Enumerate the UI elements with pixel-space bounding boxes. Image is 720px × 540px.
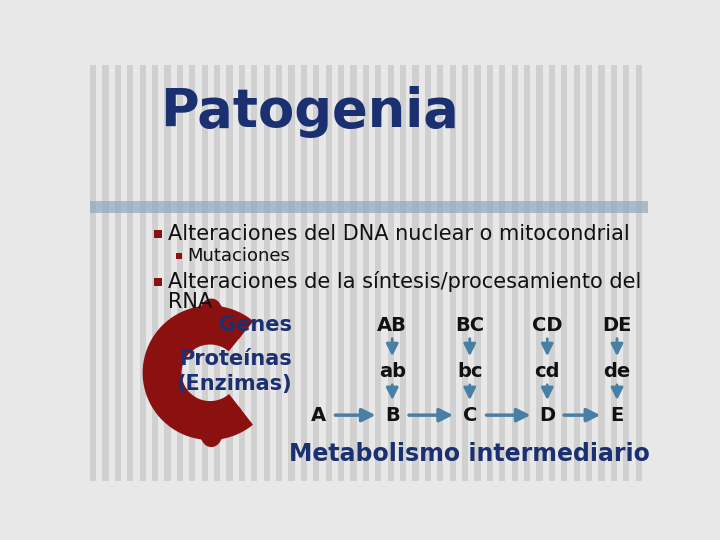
Bar	[561, 65, 567, 481]
Bar	[400, 65, 406, 481]
Bar	[487, 65, 493, 481]
Bar	[387, 65, 394, 481]
Text: bc: bc	[457, 362, 482, 381]
Text: AB: AB	[377, 315, 408, 335]
Text: Genes: Genes	[218, 315, 292, 335]
Bar	[152, 65, 158, 481]
Text: cd: cd	[534, 362, 560, 381]
Bar	[636, 65, 642, 481]
Bar	[239, 65, 245, 481]
Text: CD: CD	[532, 315, 562, 335]
Bar	[154, 231, 162, 238]
Bar	[289, 65, 294, 481]
Bar	[549, 65, 555, 481]
Bar	[276, 65, 282, 481]
Bar	[425, 65, 431, 481]
Bar	[176, 253, 182, 259]
Bar	[189, 65, 195, 481]
Text: C: C	[462, 406, 477, 424]
Bar	[611, 65, 617, 481]
Text: B: B	[385, 406, 400, 424]
Text: Proteínas
(Enzimas): Proteínas (Enzimas)	[176, 349, 292, 394]
Bar	[264, 65, 270, 481]
Bar	[375, 65, 382, 481]
Bar	[437, 65, 444, 481]
Bar	[164, 65, 171, 481]
Bar	[114, 65, 121, 481]
Bar	[338, 65, 344, 481]
Bar	[214, 65, 220, 481]
Bar	[251, 65, 258, 481]
Text: Metabolismo intermediario: Metabolismo intermediario	[289, 442, 650, 465]
Bar	[474, 65, 481, 481]
Text: BC: BC	[455, 315, 485, 335]
Text: D: D	[539, 406, 555, 424]
Bar	[413, 65, 418, 481]
Text: A: A	[311, 406, 326, 424]
Bar	[325, 65, 332, 481]
Text: RNA: RNA	[168, 292, 212, 312]
Text: Alteraciones del DNA nuclear o mitocondrial: Alteraciones del DNA nuclear o mitocondr…	[168, 224, 629, 244]
Bar	[524, 65, 530, 481]
Bar	[648, 65, 654, 481]
Bar	[536, 65, 543, 481]
Text: Alteraciones de la síntesis/procesamiento del: Alteraciones de la síntesis/procesamient…	[168, 272, 641, 293]
Bar	[499, 65, 505, 481]
Bar	[586, 65, 593, 481]
Text: Mutaciones: Mutaciones	[187, 247, 289, 265]
Bar	[351, 65, 356, 481]
Bar	[154, 278, 162, 286]
Bar	[127, 65, 133, 481]
Text: Patogenia: Patogenia	[160, 86, 459, 138]
Bar	[102, 65, 109, 481]
Bar	[363, 65, 369, 481]
Bar	[226, 65, 233, 481]
Bar	[512, 65, 518, 481]
Bar	[449, 65, 456, 481]
Bar	[313, 65, 320, 481]
Text: de: de	[603, 362, 631, 381]
Bar	[598, 65, 605, 481]
Text: ab: ab	[379, 362, 406, 381]
Bar	[90, 201, 648, 213]
Bar	[177, 65, 183, 481]
Bar	[624, 65, 629, 481]
Bar	[202, 65, 208, 481]
Text: E: E	[611, 406, 624, 424]
Bar	[90, 65, 96, 481]
Bar	[140, 65, 145, 481]
Bar	[301, 65, 307, 481]
Bar	[574, 65, 580, 481]
Bar	[462, 65, 468, 481]
Text: DE: DE	[603, 315, 631, 335]
